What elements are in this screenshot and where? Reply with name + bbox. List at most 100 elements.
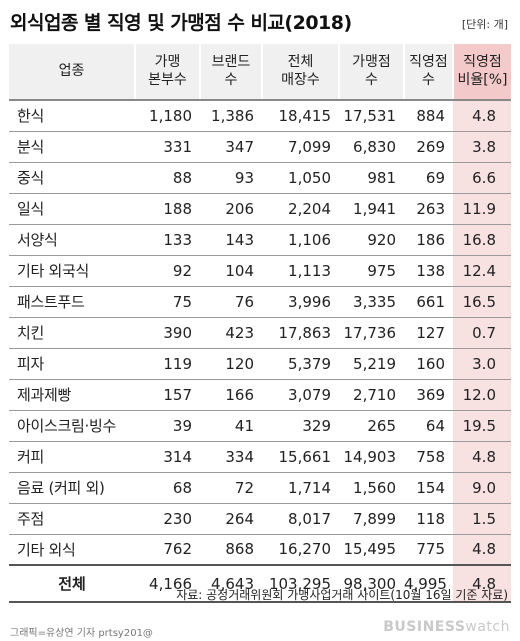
table-cell-highlight: 4.8	[453, 441, 511, 473]
page-title: 외식업종 별 직영 및 가맹점 수 비교(2018)	[10, 12, 352, 34]
table-cell: 138	[404, 255, 453, 287]
table-cell-highlight: 12.4	[453, 255, 511, 287]
table-cell: 758	[404, 441, 453, 473]
table-cell: 329	[262, 410, 339, 442]
table-cell: 975	[339, 255, 404, 287]
table-cell: 119	[135, 348, 200, 380]
table-cell: 17,531	[339, 100, 404, 132]
row-label: 기타 외국식	[9, 255, 135, 287]
table-cell: 18,415	[262, 100, 339, 132]
table-row: 치킨 390 423 17,863 17,736 127 0.7	[9, 317, 511, 349]
table-cell-highlight: 3.8	[453, 131, 511, 163]
column-header: 직영점 수	[403, 44, 453, 101]
table-cell: 264	[200, 503, 262, 535]
table-cell: 39	[135, 410, 200, 442]
table-cell: 8,017	[262, 503, 339, 535]
row-label: 중식	[9, 162, 135, 194]
table-cell-highlight: 12.0	[453, 379, 511, 411]
table-cell: 1,386	[200, 100, 262, 132]
row-label: 치킨	[9, 317, 135, 349]
table-cell-highlight: 0.7	[453, 317, 511, 349]
table-cell: 3,996	[262, 286, 339, 318]
table-cell: 69	[404, 162, 453, 194]
table-cell: 160	[404, 348, 453, 380]
table-cell: 981	[339, 162, 404, 194]
table-row: 주점 230 264 8,017 7,899 118 1.5	[9, 503, 511, 535]
table-cell: 2,204	[262, 193, 339, 225]
row-label: 한식	[9, 100, 135, 132]
table-cell: 127	[404, 317, 453, 349]
table-row: 패스트푸드 75 76 3,996 3,335 661 16.5	[9, 286, 511, 318]
table-cell: 334	[200, 441, 262, 473]
table-cell: 775	[404, 534, 453, 566]
table-cell: 331	[135, 131, 200, 163]
table-cell: 16,270	[262, 534, 339, 566]
table-cell: 104	[200, 255, 262, 287]
column-header: 가맹점 수	[338, 44, 404, 101]
source-note: 자료: 공정거래위원회 가맹사업거래 사이트(10월 16일 기준 자료)	[176, 588, 508, 602]
table-cell: 72	[200, 472, 262, 504]
row-label: 주점	[9, 503, 135, 535]
table-cell: 15,495	[339, 534, 404, 566]
table-cell: 88	[135, 162, 200, 194]
table-cell-highlight: 16.8	[453, 224, 511, 256]
table-row: 커피 314 334 15,661 14,903 758 4.8	[9, 441, 511, 473]
table-cell: 1,941	[339, 193, 404, 225]
comparison-table: 업종 가맹 본부수 브랜드 수 전체 매장수 가맹점 수 직영점 수 직영점 비율[%] 한…	[9, 44, 511, 603]
table-cell: 93	[200, 162, 262, 194]
table-cell-highlight: 11.9	[453, 193, 511, 225]
table-row: 기타 외국식 92 104 1,113 975 138 12.4	[9, 255, 511, 287]
table-cell-highlight: 9.0	[453, 472, 511, 504]
table-cell: 868	[200, 534, 262, 566]
table-cell: 269	[404, 131, 453, 163]
table-cell: 5,219	[339, 348, 404, 380]
table-cell-highlight: 3.0	[453, 348, 511, 380]
table-cell-highlight: 19.5	[453, 410, 511, 442]
column-header: 업종	[9, 44, 135, 101]
table-cell: 41	[200, 410, 262, 442]
table-cell: 4,166	[135, 564, 200, 603]
column-header-highlight: 직영점 비율[%]	[452, 44, 511, 101]
table-cell: 1,560	[339, 472, 404, 504]
table-cell: 118	[404, 503, 453, 535]
table-cell-highlight: 16.5	[453, 286, 511, 318]
table-cell: 7,099	[262, 131, 339, 163]
total-row: 전체 4,166 4,643 103,295 98,300 4,995 4.8	[9, 564, 511, 603]
table-cell: 3,335	[339, 286, 404, 318]
header-row: 업종 가맹 본부수 브랜드 수 전체 매장수 가맹점 수 직영점 수 직영점 비율[%]	[9, 44, 511, 101]
row-label: 음료 (커피 외)	[9, 472, 135, 504]
table-cell: 314	[135, 441, 200, 473]
row-label: 패스트푸드	[9, 286, 135, 318]
table-cell: 76	[200, 286, 262, 318]
row-label: 피자	[9, 348, 135, 380]
table-cell: 5,379	[262, 348, 339, 380]
table-cell-highlight: 6.6	[453, 162, 511, 194]
table-row: 서양식 133 143 1,106 920 186 16.8	[9, 224, 511, 256]
table-cell: 920	[339, 224, 404, 256]
column-header: 가맹 본부수	[134, 44, 200, 101]
table-cell: 390	[135, 317, 200, 349]
table-cell: 1,050	[262, 162, 339, 194]
column-header: 전체 매장수	[261, 44, 339, 101]
table-cell: 1,113	[262, 255, 339, 287]
table-body: 한식 1,180 1,386 18,415 17,531 884 4.8 분식 331 347 7,…	[9, 100, 511, 566]
table-row: 중식 88 93 1,050 981 69 6.6	[9, 162, 511, 194]
table-row: 제과제빵 157 166 3,079 2,710 369 12.0	[9, 379, 511, 411]
table-cell: 423	[200, 317, 262, 349]
table-cell: 75	[135, 286, 200, 318]
table-cell: 133	[135, 224, 200, 256]
row-label: 제과제빵	[9, 379, 135, 411]
table-cell: 6,830	[339, 131, 404, 163]
table-cell: 68	[135, 472, 200, 504]
table-row: 피자 119 120 5,379 5,219 160 3.0	[9, 348, 511, 380]
table-cell: 143	[200, 224, 262, 256]
table-cell: 1,714	[262, 472, 339, 504]
table-cell-highlight: 4.8	[453, 100, 511, 132]
table-row: 한식 1,180 1,386 18,415 17,531 884 4.8	[9, 100, 511, 132]
column-header: 브랜드 수	[199, 44, 262, 101]
graphic-credit: 그래픽=유상연 기자 prtsy201@	[10, 628, 153, 639]
table-cell-highlight: 4.8	[453, 534, 511, 566]
table-cell: 661	[404, 286, 453, 318]
table-cell: 157	[135, 379, 200, 411]
table-row: 일식 188 206 2,204 1,941 263 11.9	[9, 193, 511, 225]
